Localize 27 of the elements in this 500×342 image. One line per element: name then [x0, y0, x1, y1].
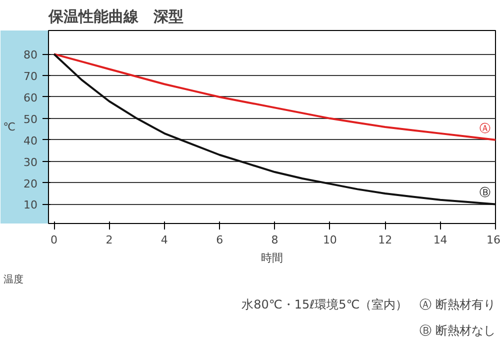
x-tick-label: 6 [216, 234, 224, 246]
line-series [53, 53, 496, 141]
x-tick-label: 12 [378, 234, 392, 246]
x-tick-label: 16 [486, 234, 500, 246]
x-tick-label: 14 [433, 234, 448, 246]
line-series [53, 53, 496, 206]
x-axis-title: 時間 [261, 252, 283, 264]
text: 温度 [4, 274, 24, 286]
text: Ⓑ 断熱材なし [420, 324, 496, 338]
y-axis-title: ℃ [3, 120, 16, 134]
y-tick-label: 60 [24, 91, 38, 104]
x-tick-label: 10 [322, 234, 337, 246]
series-label: Ⓑ [480, 186, 490, 200]
y-tick-label: 40 [24, 134, 38, 148]
x-tick-label: 0 [50, 234, 58, 246]
x-tick-label: 8 [271, 234, 278, 246]
series-label: Ⓐ [480, 122, 490, 135]
x-tick-label: 2 [106, 234, 113, 246]
y-tick-label: 10 [24, 198, 38, 212]
y-tick-label: 50 [24, 112, 38, 126]
y-tick-label: 70 [24, 70, 38, 84]
text: 水80℃・15ℓ環境5℃（室内） Ⓐ 断熱材有り [242, 298, 496, 312]
chart-title: 保温性能曲線 深型 [48, 8, 184, 26]
y-tick-label: 20 [24, 177, 38, 190]
y-tick-label: 80 [24, 48, 38, 62]
y-tick-label: 30 [24, 156, 38, 169]
x-tick-label: 4 [160, 234, 168, 246]
